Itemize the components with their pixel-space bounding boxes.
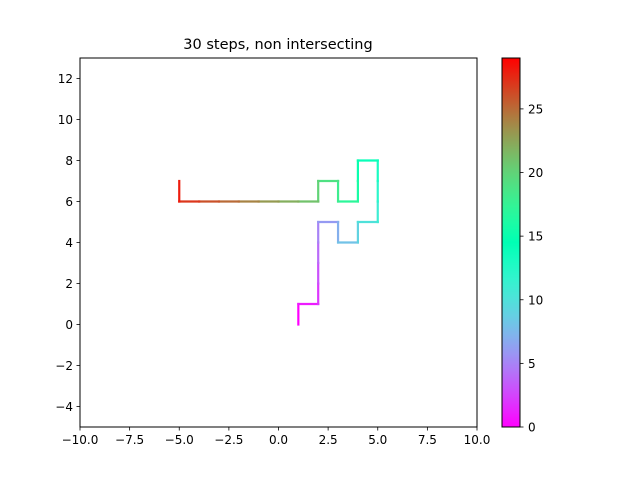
y-tick-label: 10 xyxy=(58,113,73,127)
colorbar-tick-label: 5 xyxy=(528,357,536,371)
x-tick-label: 10.0 xyxy=(464,433,491,447)
colorbar xyxy=(501,57,521,428)
y-tick-label: 0 xyxy=(65,318,73,332)
x-tick-label: −5.0 xyxy=(165,433,194,447)
y-tick-label: −2 xyxy=(55,359,73,373)
chart-title: 30 steps, non intersecting xyxy=(183,37,372,53)
x-tick-label: −7.5 xyxy=(115,433,144,447)
x-tick-label: 2.5 xyxy=(319,433,338,447)
walk-path xyxy=(178,159,379,326)
y-tick-label: −4 xyxy=(55,400,73,414)
y-tick-label: 4 xyxy=(65,236,73,250)
colorbar-axis: 0 5 10 15 20 25 xyxy=(520,102,543,435)
colorbar-tick-label: 10 xyxy=(528,293,543,307)
colorbar-tick-label: 25 xyxy=(528,102,543,116)
x-tick-label: 5.0 xyxy=(368,433,387,447)
y-tick-label: 12 xyxy=(58,72,73,86)
y-tick-label: 8 xyxy=(65,154,73,168)
colorbar-tick-label: 15 xyxy=(528,230,543,244)
y-tick-label: 6 xyxy=(65,195,73,209)
x-tick-label: 0.0 xyxy=(269,433,288,447)
colorbar-tick-label: 0 xyxy=(528,421,536,435)
x-tick-label: −2.5 xyxy=(214,433,243,447)
x-tick-label: −10.0 xyxy=(62,433,99,447)
x-axis: −10.0 −7.5 −5.0 −2.5 0.0 2.5 5.0 7.5 10.0 xyxy=(62,427,491,447)
y-tick-label: 2 xyxy=(65,277,73,291)
x-tick-label: 7.5 xyxy=(418,433,437,447)
y-axis: −4 −2 0 2 4 6 8 10 12 xyxy=(55,72,80,414)
colorbar-tick-label: 20 xyxy=(528,166,543,180)
plot-frame xyxy=(79,57,478,428)
